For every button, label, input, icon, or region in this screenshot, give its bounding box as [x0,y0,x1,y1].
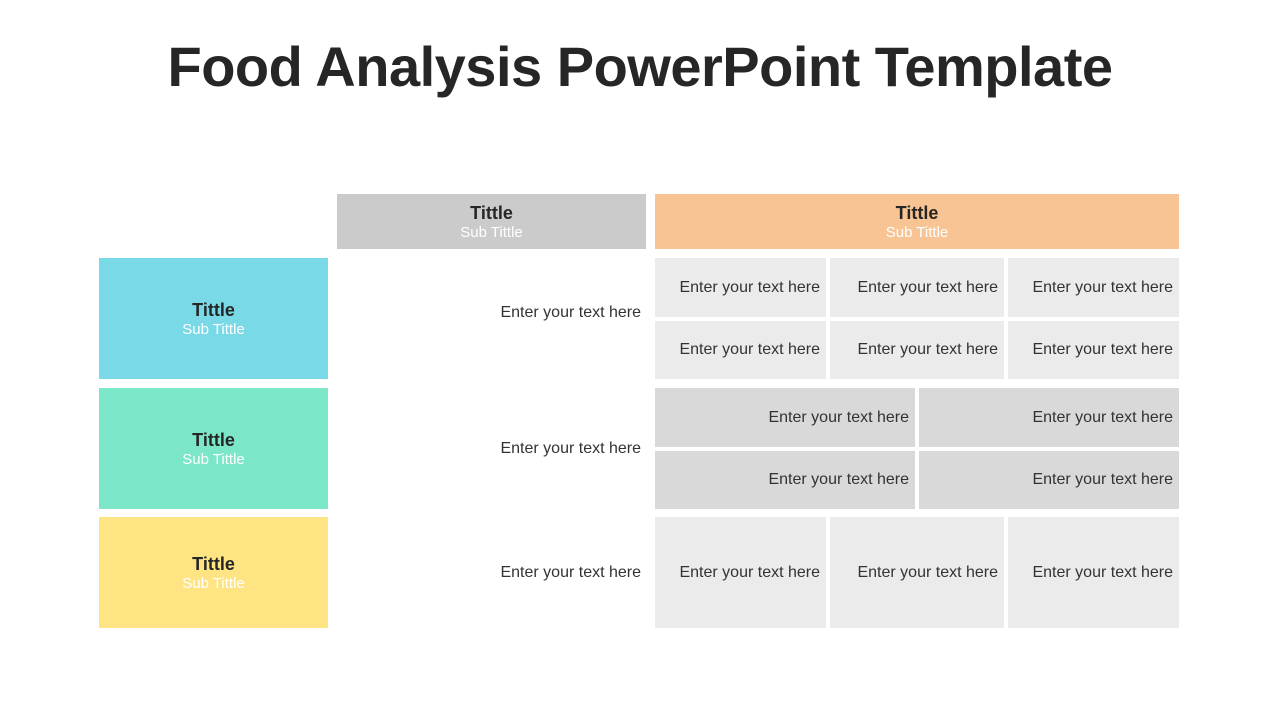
cell: Enter your text here [655,451,915,509]
header-gray: Tittle Sub Tittle [337,194,646,249]
page-title: Food Analysis PowerPoint Template [167,35,1114,98]
header-title: Tittle [895,202,939,223]
row-1-text: Enter your text here [500,304,641,321]
row-title: Tittle [192,429,235,450]
cell: Enter your text here [830,321,1004,379]
cell: Enter your text here [919,388,1179,447]
cell: Enter your text here [830,517,1004,628]
row-label-2: Tittle Sub Tittle [99,388,328,509]
header-title: Tittle [470,202,513,223]
header-subtitle: Sub Tittle [460,223,523,241]
cell: Enter your text here [655,258,826,317]
row-label-3: Tittle Sub Tittle [99,517,328,628]
cell: Enter your text here [1008,258,1179,317]
row-subtitle: Sub Tittle [182,574,245,592]
header-subtitle: Sub Tittle [885,223,949,241]
cell: Enter your text here [655,388,915,447]
header-orange: Tittle Sub Tittle [655,194,1179,249]
cell: Enter your text here [1008,517,1179,628]
row-title: Tittle [192,299,235,320]
row-3-text: Enter your text here [500,564,641,581]
cell: Enter your text here [655,517,826,628]
cell: Enter your text here [919,451,1179,509]
cell: Enter your text here [655,321,826,379]
row-label-1: Tittle Sub Tittle [99,258,328,379]
row-title: Tittle [192,553,235,574]
cell: Enter your text here [1008,321,1179,379]
row-subtitle: Sub Tittle [182,450,245,468]
row-2-text: Enter your text here [500,440,641,457]
row-subtitle: Sub Tittle [182,320,245,338]
cell: Enter your text here [830,258,1004,317]
